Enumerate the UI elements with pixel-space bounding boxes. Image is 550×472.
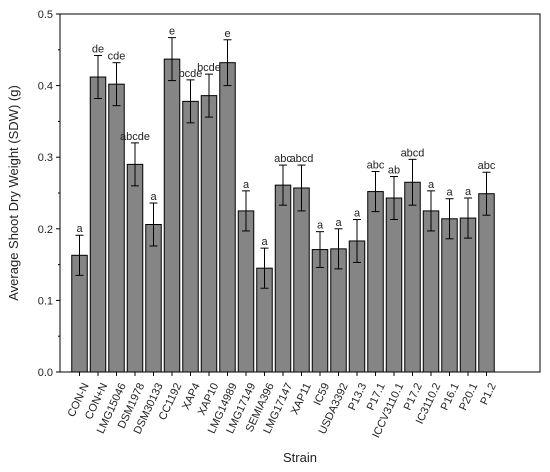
- bar-con-n: [89, 76, 107, 373]
- error-bar: [445, 198, 454, 240]
- error-bar: [482, 171, 491, 216]
- bar-p17-2: [404, 181, 421, 373]
- bar-xap4: [182, 100, 199, 373]
- significance-label: a: [243, 179, 250, 191]
- significance-label: abcde: [120, 131, 150, 143]
- significance-label: a: [354, 207, 361, 219]
- error-bar: [297, 164, 306, 212]
- significance-label: a: [428, 179, 435, 191]
- bar-p16-1: [441, 218, 458, 373]
- significance-label: a: [335, 217, 342, 229]
- bar-lmg17147: [274, 184, 292, 373]
- error-bar: [334, 228, 343, 270]
- significance-label: abcd: [290, 153, 314, 165]
- error-bar: [316, 231, 324, 268]
- error-bars-group: [75, 37, 491, 289]
- significance-label: de: [92, 44, 104, 56]
- bar-dsm30133: [145, 224, 162, 373]
- significance-label: bcde: [179, 68, 203, 80]
- y-tick-label: 0.2: [38, 224, 53, 236]
- significance-label: abc: [367, 160, 385, 172]
- x-axis-title: Strain: [283, 450, 317, 465]
- bar-xap11: [293, 187, 310, 373]
- y-tick-label: 0.4: [38, 81, 53, 93]
- significance-label: cde: [108, 51, 126, 63]
- error-bar: [223, 39, 232, 87]
- significance-label: e: [224, 28, 230, 40]
- error-bar: [353, 218, 361, 263]
- significance-label: a: [465, 186, 472, 198]
- bar-p20-1: [459, 217, 477, 373]
- y-tick-label: 0.3: [38, 152, 53, 164]
- x-tick-label: P1.2: [478, 381, 498, 407]
- plot-frame: [59, 13, 541, 373]
- bar-p1-2: [478, 193, 495, 373]
- error-bar: [205, 73, 213, 118]
- error-bar: [464, 197, 472, 239]
- error-bar: [260, 247, 269, 289]
- y-axis-title: Average Shoot Dry Weight (SDW) (g): [6, 85, 21, 301]
- significance-label: abc: [478, 160, 496, 172]
- error-bar: [94, 55, 102, 99]
- bar-dsm1978: [126, 163, 144, 373]
- error-bar: [390, 176, 398, 220]
- y-tick-label: 0.5: [38, 9, 53, 21]
- significance-label: a: [76, 223, 83, 235]
- error-bar: [112, 62, 121, 107]
- bar-cc1192: [163, 58, 181, 373]
- y-axis: 0.0 0.1 0.2 0.3 0.4 0.5: [38, 9, 60, 379]
- bar-lmg17149: [237, 210, 255, 373]
- bar-lmg15046: [108, 83, 125, 373]
- error-bar: [408, 158, 417, 206]
- significance-label: abcd: [401, 147, 425, 159]
- y-tick-label: 0.0: [38, 367, 53, 379]
- bar-xap10: [200, 95, 218, 373]
- x-axis: CON-NCON+NLMG15046DSM1978DSM30133CC1192X…: [66, 372, 499, 440]
- significance-label: bcde: [197, 62, 221, 74]
- significance-label: a: [150, 191, 157, 203]
- error-bar: [75, 234, 84, 276]
- significance-label: abc: [274, 153, 292, 165]
- bar-iccv3110-1: [385, 197, 403, 373]
- significance-label: e: [169, 26, 175, 38]
- significance-label: a: [261, 236, 268, 248]
- error-bar: [131, 142, 139, 187]
- bars-group: [71, 58, 495, 373]
- error-bar: [149, 202, 158, 247]
- error-bar: [186, 79, 195, 124]
- significance-label: ab: [388, 165, 400, 177]
- significance-label: a: [446, 187, 453, 199]
- y-tick-label: 0.1: [38, 295, 53, 307]
- error-bar: [279, 164, 287, 206]
- error-bar: [168, 37, 176, 82]
- significance-label: a: [317, 220, 324, 232]
- error-bar: [371, 171, 380, 213]
- error-bar: [242, 190, 250, 232]
- error-bar: [427, 190, 435, 232]
- bar-p17-1: [367, 191, 384, 373]
- bar-ic3110-2: [422, 210, 440, 373]
- bar-lmg14989: [219, 62, 236, 373]
